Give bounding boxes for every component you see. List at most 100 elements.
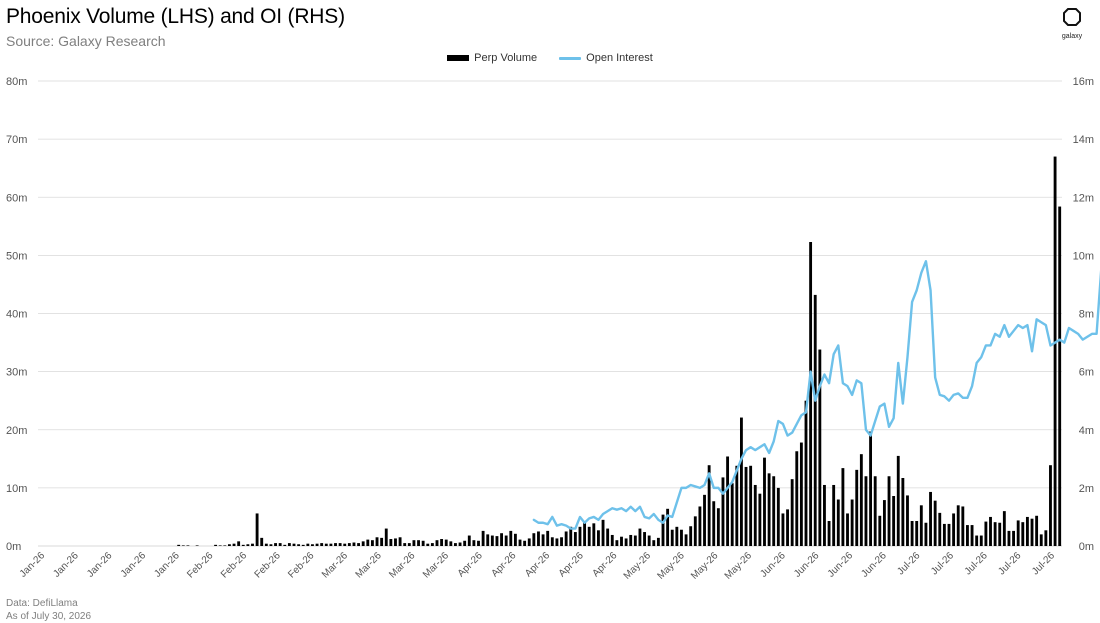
volume-bar	[647, 535, 651, 546]
open-interest-line	[532, 259, 1100, 530]
volume-bar	[707, 465, 711, 546]
volume-bar	[440, 539, 444, 546]
volume-bar	[993, 522, 997, 546]
volume-bar	[989, 516, 992, 546]
volume-bar	[938, 512, 942, 546]
right-axis-tick-label: 16m	[1073, 76, 1094, 88]
x-axis-tick-label: Jul-26	[996, 550, 1023, 577]
volume-bar	[513, 533, 517, 546]
x-axis-tick-label: Jan-26	[51, 550, 81, 580]
volume-bar	[979, 535, 983, 546]
volume-bar	[767, 473, 771, 546]
volume-bar	[449, 541, 453, 546]
x-axis-tick-label: Jul-26	[963, 550, 990, 577]
volume-bar	[606, 528, 610, 546]
volume-bar	[315, 543, 319, 546]
volume-bar	[832, 484, 836, 546]
volume-bar	[892, 496, 896, 546]
volume-bar	[712, 501, 716, 546]
volume-bar	[417, 540, 420, 546]
volume-bar	[620, 536, 623, 546]
volume-bar	[956, 505, 960, 546]
volume-bar	[841, 468, 845, 546]
volume-bar	[615, 540, 619, 546]
volume-bar	[693, 516, 697, 546]
x-axis-tick-label: Apr-26	[523, 550, 552, 579]
right-axis-tick-label: 6m	[1079, 367, 1094, 379]
volume-bar	[670, 529, 674, 546]
x-axis-tick-label: Jul-26	[929, 550, 956, 577]
volume-bar	[564, 531, 568, 546]
volume-bar	[444, 539, 448, 546]
volume-bar	[375, 537, 379, 546]
volume-bar	[287, 543, 291, 546]
volume-bar	[329, 543, 333, 546]
volume-bar	[624, 538, 628, 546]
volume-bar	[643, 532, 646, 546]
volume-bar	[389, 539, 393, 546]
x-axis-tick-label: Feb-26	[286, 550, 316, 580]
x-axis-tick-label: Apr-26	[456, 550, 485, 579]
volume-bar	[882, 500, 886, 546]
volume-bar	[260, 537, 264, 546]
volume-bar	[998, 522, 1002, 546]
volume-bar	[906, 495, 909, 546]
volume-bar	[984, 521, 988, 546]
x-axis-tick-label: Jun-26	[826, 550, 856, 580]
x-axis-tick-label: Feb-26	[219, 550, 249, 580]
left-axis-tick-label: 40m	[6, 309, 27, 321]
volume-bar	[370, 540, 374, 546]
volume-bar	[237, 541, 241, 546]
volume-bar	[1030, 518, 1034, 546]
volume-bar	[334, 543, 337, 546]
left-axis-tick-label: 70m	[6, 134, 27, 146]
legend-label-perp-volume: Perp Volume	[474, 52, 538, 64]
left-axis-tick-label: 30m	[6, 367, 27, 379]
volume-bar	[887, 476, 891, 546]
x-axis-tick-label: Jun-26	[859, 550, 889, 580]
legend-swatch-oi	[559, 56, 582, 60]
volume-bar	[970, 525, 974, 546]
footer-as-of: As of July 30, 2026	[6, 611, 92, 622]
x-axis-tick-label: Jun-26	[758, 550, 788, 580]
volume-bar	[809, 242, 813, 546]
volume-bar	[716, 508, 720, 546]
volume-bar	[1007, 530, 1011, 546]
footer-data-source: Data: DefiLlama	[6, 598, 78, 609]
volume-bar	[1035, 515, 1039, 546]
volume-bar	[357, 543, 361, 546]
volume-bar	[509, 530, 513, 546]
volume-bar	[795, 451, 799, 546]
volume-bar	[251, 543, 254, 546]
volume-bar	[864, 476, 868, 546]
volume-bar	[587, 526, 591, 546]
x-axis-labels: Jan-26 Jan-26 Jan-26 Jan-26 Jan-26 Feb-26 Feb-…	[18, 550, 1058, 582]
volume-bar	[412, 540, 416, 546]
volume-bar	[421, 540, 425, 546]
left-axis-tick-label: 0m	[6, 541, 21, 553]
volume-bar	[675, 526, 679, 546]
volume-bar	[827, 521, 831, 546]
right-axis-tick-label: 12m	[1073, 192, 1094, 204]
volume-bar	[278, 543, 282, 546]
volume-bar	[301, 544, 305, 546]
galaxy-logo-icon	[1063, 8, 1081, 26]
x-axis-tick-label: Apr-26	[557, 550, 586, 579]
volume-bar	[380, 537, 384, 546]
volume-bar	[961, 506, 965, 546]
volume-bar	[924, 522, 928, 546]
chart-subtitle: Source: Galaxy Research	[6, 33, 166, 49]
volume-bar	[324, 543, 328, 546]
volume-bar	[818, 349, 822, 546]
volume-bar	[781, 513, 785, 546]
volume-bar	[896, 455, 900, 546]
volume-bar	[763, 457, 766, 546]
volume-bar	[629, 534, 633, 546]
volume-bar	[454, 543, 457, 546]
volume-bar	[384, 528, 388, 546]
volume-bar	[227, 544, 231, 546]
left-axis-tick-label: 10m	[6, 483, 27, 495]
volume-bar	[823, 484, 826, 546]
volume-bar	[638, 528, 642, 546]
volume-bar	[698, 506, 702, 546]
